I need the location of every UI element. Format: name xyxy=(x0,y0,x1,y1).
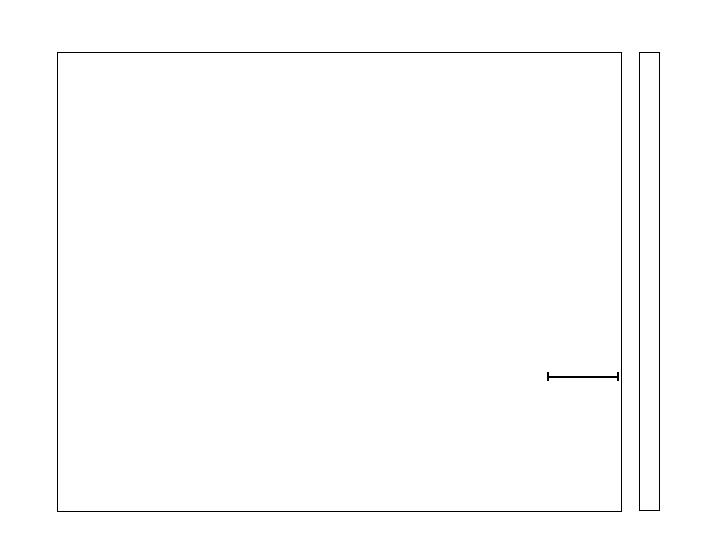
colorbar-note xyxy=(673,52,695,511)
scale-bar-line xyxy=(547,372,619,381)
scale-bar xyxy=(547,371,619,381)
map-graphic xyxy=(58,53,621,511)
map-clip xyxy=(58,53,621,511)
map-plot-area[interactable] xyxy=(57,52,622,512)
colorbar[interactable] xyxy=(639,52,660,511)
